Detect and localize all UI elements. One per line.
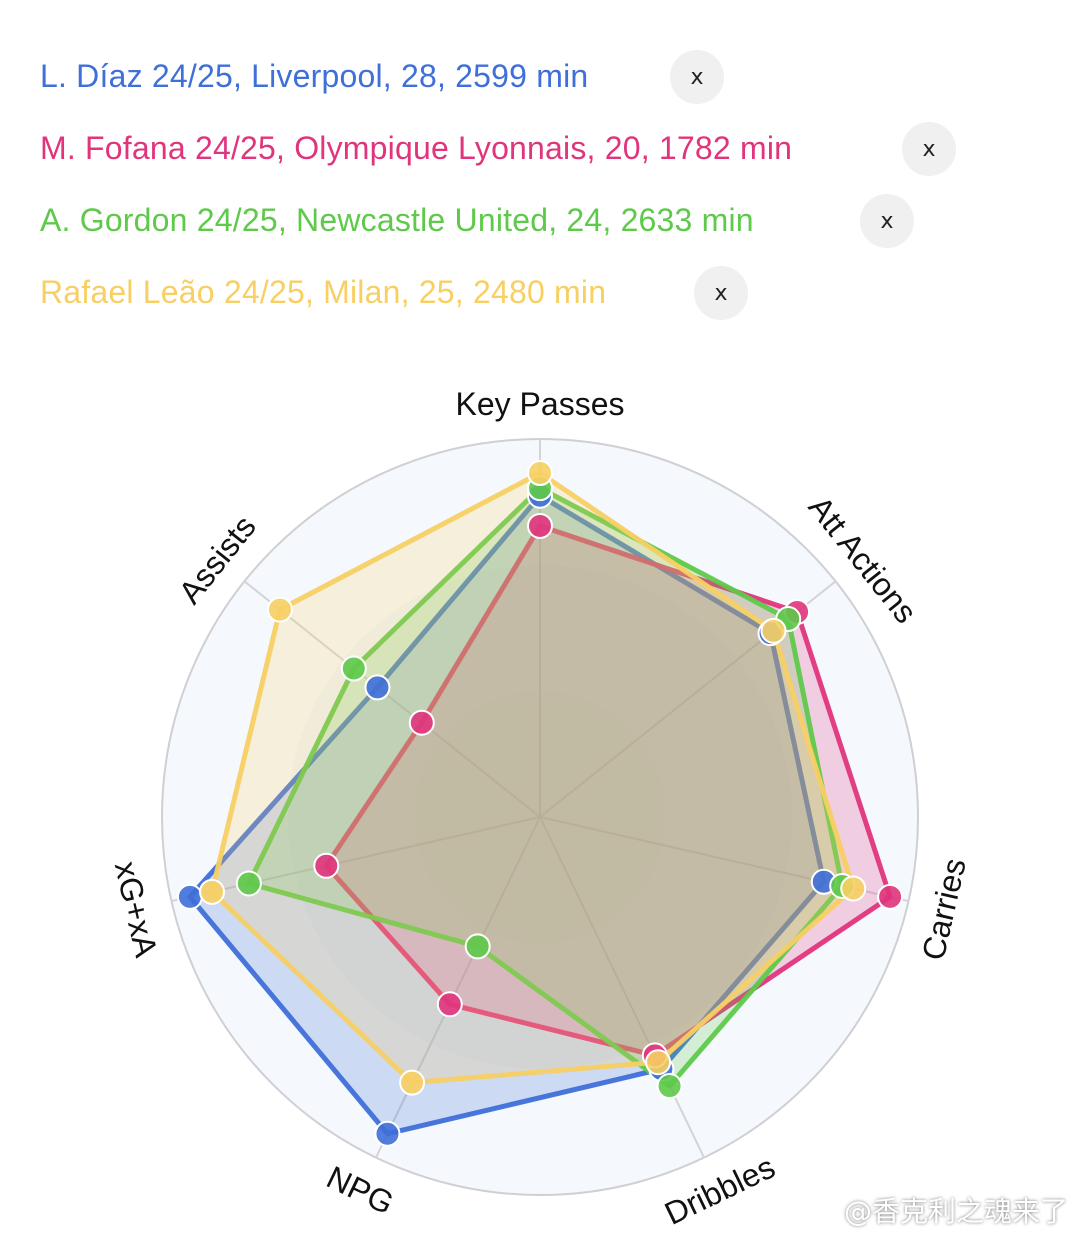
remove-diaz-button[interactable]: x [670,50,724,104]
data-point-s2-dribbles [656,1073,683,1100]
spoke-dribbles [539,816,705,1159]
axis-label-xg-xa: xG+xA [108,858,165,961]
axis-label-carries: Carries [915,855,973,964]
data-point-s0-assists [364,674,391,701]
data-point-s3-key-passes [527,460,553,487]
remove-leao-button[interactable]: x [694,266,748,320]
data-point-s2-npg [464,933,491,960]
series-area-2 [246,485,845,1089]
data-point-s1-assists [408,709,435,736]
remove-gordon-button[interactable]: x [860,194,914,248]
legend-label-diaz: L. Díaz 24/25, Liverpool, 28, 2599 min [40,57,589,94]
series-area-1 [323,523,893,1058]
data-point-s3-carries [840,875,867,902]
data-point-s1-key-passes [527,512,553,539]
data-point-s3-xg-xa [199,878,226,905]
legend: L. Díaz 24/25, Liverpool, 28, 2599 min x… [40,40,1040,328]
data-point-s1-xg-xa [313,852,340,879]
legend-label-fofana: M. Fofana 24/25, Olympique Lyonnais, 20,… [40,129,793,166]
data-point-s3-att-actions [760,617,787,644]
spoke-xg-xa [171,816,541,903]
legend-row-diaz: L. Díaz 24/25, Liverpool, 28, 2599 min x [40,40,1040,112]
axis-label-npg: NPG [321,1159,399,1222]
watermark: @香克利之魂来了 [843,1195,1068,1228]
legend-row-leao: Rafael Leão 24/25, Milan, 25, 2480 min x [40,256,1040,328]
data-point-s1-carries [877,883,904,910]
axis-label-key-passes: Key Passes [456,386,625,422]
data-point-s0-xg-xa [176,883,203,910]
spoke-assists [243,580,541,818]
series-area-0 [187,493,827,1137]
legend-label-gordon: A. Gordon 24/25, Newcastle United, 24, 2… [40,201,754,238]
legend-label-leao: Rafael Leão 24/25, Milan, 25, 2480 min [40,273,607,310]
data-point-s2-xg-xa [235,870,262,897]
legend-row-fofana: M. Fofana 24/25, Olympique Lyonnais, 20,… [40,112,1040,184]
data-point-s3-npg [399,1069,426,1096]
data-point-s1-npg [436,991,463,1018]
legend-row-gordon: A. Gordon 24/25, Newcastle United, 24, 2… [40,184,1040,256]
data-point-s2-assists [340,655,367,682]
data-point-s3-assists [266,596,293,623]
data-point-s0-npg [374,1120,401,1147]
spoke-npg [375,816,541,1159]
series-area-3 [209,470,856,1086]
remove-fofana-button[interactable]: x [902,122,956,176]
data-point-s3-dribbles [645,1049,672,1076]
